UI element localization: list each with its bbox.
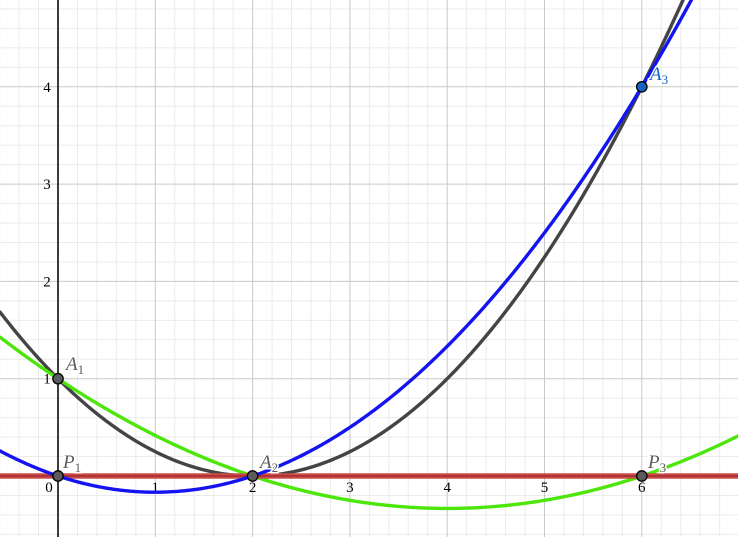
- svg-text:A2: A2: [258, 452, 278, 475]
- svg-text:4: 4: [43, 80, 51, 96]
- svg-text:3: 3: [346, 480, 354, 496]
- svg-text:A1: A1: [64, 354, 84, 377]
- svg-text:2: 2: [249, 480, 257, 496]
- svg-text:P3: P3: [647, 452, 666, 475]
- svg-text:2: 2: [43, 274, 51, 290]
- svg-text:4: 4: [443, 480, 451, 496]
- svg-text:6: 6: [638, 480, 646, 496]
- svg-text:3: 3: [43, 177, 51, 193]
- svg-text:0: 0: [45, 480, 53, 496]
- svg-text:P1: P1: [62, 452, 81, 475]
- svg-text:5: 5: [541, 480, 549, 496]
